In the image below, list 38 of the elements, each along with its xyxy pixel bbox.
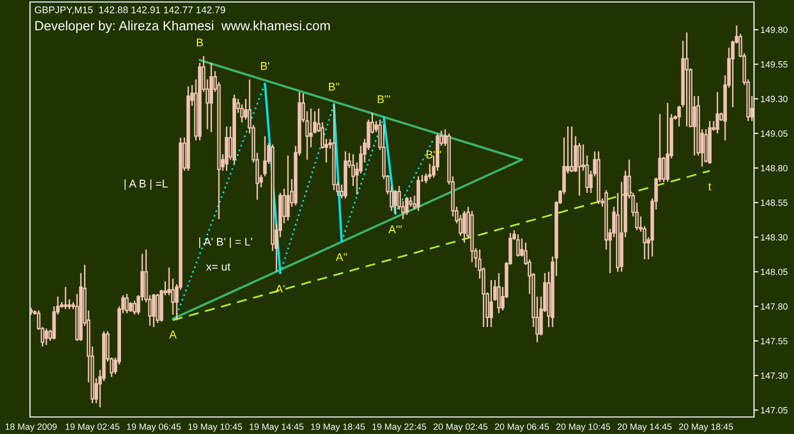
annotation: x= ut	[206, 263, 230, 271]
y-tick-label: 148.05	[760, 268, 788, 276]
text: Developer by: Alireza Khamesi www.khamesi.com	[35, 20, 330, 33]
annotation: B''	[329, 82, 340, 91]
x-tick-label: 20 May 18:45	[679, 423, 733, 432]
annotation: B'	[261, 62, 270, 70]
y-tick-label: 148.55	[760, 200, 788, 206]
y-tick-label: 148.80	[760, 164, 788, 172]
x-tick-label: 19 May 10:45	[188, 423, 242, 432]
annotation: B	[196, 38, 203, 46]
annotation: A	[169, 330, 177, 338]
x-tick-label: 19 May 06:45	[127, 423, 181, 432]
y-tick-label: 147.80	[760, 303, 788, 310]
annotation: B'''	[378, 95, 390, 104]
x-tick-label: 20 May 14:45	[618, 423, 672, 432]
annotation: t	[708, 183, 712, 190]
y-tick-label: 149.80	[760, 26, 788, 34]
annotation: A''	[336, 253, 347, 261]
x-tick-label: 19 May 02:45	[66, 423, 120, 432]
x-tick-label: 20 May 02:45	[434, 423, 488, 432]
chart-title: GBPJPY,M15 142.88 142.91 142.77 142.79	[34, 6, 226, 14]
x-tick-label: 19 May 22:45	[372, 423, 426, 432]
x-tick-label: 18 May 2009	[6, 423, 57, 432]
y-tick-label: 147.05	[760, 407, 788, 414]
x-tick-label: 20 May 10:45	[556, 423, 610, 432]
y-tick-label: 149.55	[760, 61, 788, 68]
annotation: A'	[276, 285, 284, 293]
annotation: A'''	[388, 226, 402, 234]
x-tick-label: 20 May 06:45	[494, 423, 549, 432]
y-tick-label: 147.55	[760, 338, 788, 344]
y-tick-label: 149.30	[760, 96, 788, 102]
x-tick-label: 19 May 18:45	[311, 423, 365, 432]
y-tick-label: 148.30	[760, 234, 788, 241]
x-tick-label: 19 May 14:45	[250, 423, 304, 432]
annotation: | A' B' | = L'	[199, 237, 252, 248]
annotation: | A B | =L	[124, 179, 168, 190]
y-tick-label: 147.30	[760, 372, 788, 379]
y-tick-label: 149.05	[760, 130, 788, 137]
